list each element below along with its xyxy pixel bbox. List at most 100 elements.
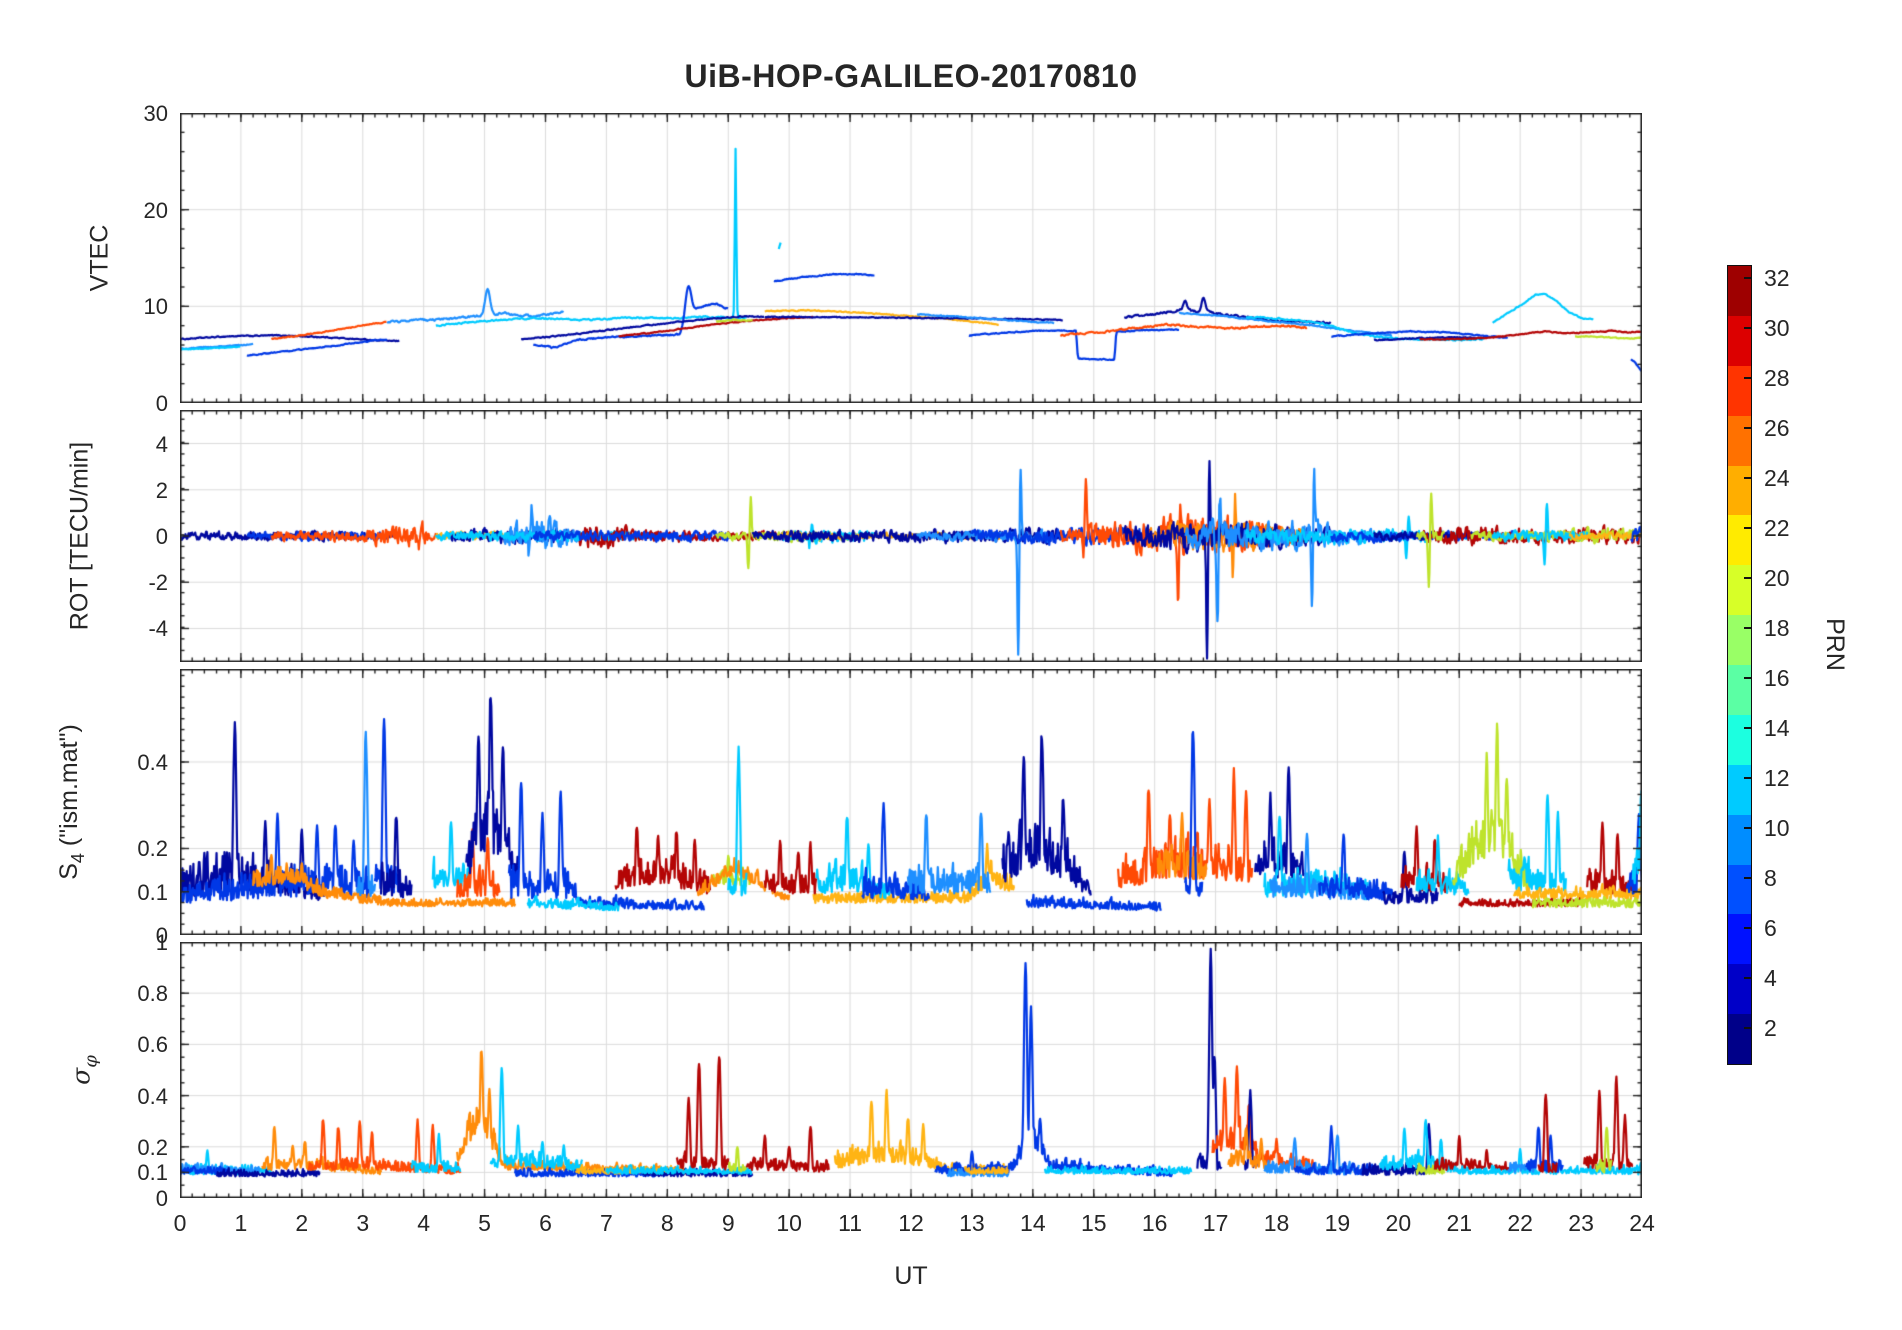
colorbar-tick-mark <box>1744 876 1751 879</box>
x-tick-label: 24 <box>1629 1210 1655 1236</box>
x-tick-label: 23 <box>1568 1210 1594 1236</box>
colorbar-tick-mark <box>1744 526 1751 529</box>
y-tick-label: 0 <box>155 524 168 549</box>
colorbar-tick-mark <box>1744 276 1751 279</box>
colorbar-tick-mark <box>1744 726 1751 729</box>
colorbar-tick-label: 28 <box>1764 364 1790 391</box>
vtec-plot-canvas <box>180 113 1642 403</box>
colorbar-segment <box>1728 714 1751 765</box>
x-tick-label: 1 <box>234 1210 248 1236</box>
colorbar-segment <box>1728 565 1751 616</box>
y-tick-label: 0.1 <box>137 1160 168 1186</box>
y-tick-label: 0 <box>155 1186 168 1211</box>
y-tick-label: 0 <box>155 923 168 948</box>
panel-rot <box>180 410 1642 662</box>
y-tick-label: 0.4 <box>137 1083 168 1109</box>
x-tick-label: 20 <box>1385 1210 1412 1236</box>
colorbar-segment <box>1728 1014 1751 1064</box>
y-tick-label: 0.2 <box>137 1134 168 1160</box>
x-tick-label: 3 <box>356 1210 370 1236</box>
colorbar-segment <box>1728 764 1751 815</box>
x-tick-label: 10 <box>776 1210 802 1236</box>
colorbar-segment <box>1728 814 1751 865</box>
colorbar-tick-label: 8 <box>1764 864 1777 891</box>
y-axis-label-text: φ <box>80 1055 102 1068</box>
y-axis-label-text: σ <box>66 1067 96 1085</box>
y-tick-label: -2 <box>148 570 168 596</box>
x-tick-label: 21 <box>1446 1210 1473 1236</box>
rot-y-axis-label: ROT [TECU/min] <box>66 442 95 630</box>
colorbar-tick-mark <box>1744 676 1751 679</box>
colorbar-tick-label: 18 <box>1764 614 1790 641</box>
y-tick-label: -4 <box>148 616 168 642</box>
y-axis-label-text: S <box>55 863 83 880</box>
vtec-y-axis-label: VTEC <box>86 225 115 292</box>
x-tick-label: 13 <box>959 1210 985 1236</box>
sigma-phi-plot-canvas <box>180 942 1642 1198</box>
colorbar-tick-label: 30 <box>1764 314 1790 341</box>
colorbar-tick-label: 6 <box>1764 914 1777 941</box>
colorbar-segment <box>1728 465 1751 516</box>
y-tick-label: 1 <box>155 930 168 955</box>
colorbar-tick-label: 10 <box>1764 814 1790 841</box>
colorbar-segment <box>1728 615 1751 665</box>
y-tick-label: 4 <box>155 431 168 457</box>
y-tick-label: 30 <box>143 101 168 126</box>
colorbar-tick-mark <box>1744 326 1751 329</box>
x-tick-label: 11 <box>838 1210 863 1236</box>
colorbar-tick-mark <box>1744 976 1751 979</box>
colorbar-tick-mark <box>1744 376 1751 379</box>
colorbar-tick-mark <box>1744 926 1751 929</box>
rot-plot-canvas <box>180 410 1642 662</box>
colorbar-segment <box>1728 964 1751 1015</box>
colorbar-tick-label: 26 <box>1764 414 1790 441</box>
x-tick-label: 4 <box>417 1210 431 1236</box>
y-tick-label: 0.4 <box>137 749 168 775</box>
y-tick-label: 0.6 <box>137 1032 168 1058</box>
y-tick-label: 20 <box>143 197 168 223</box>
colorbar-segment <box>1728 515 1751 566</box>
chart-title: UiB-HOP-GALILEO-20170810 <box>684 58 1138 94</box>
colorbar-tick-mark <box>1744 426 1751 429</box>
x-tick-label: 12 <box>898 1210 924 1236</box>
y-tick-label: 10 <box>143 294 168 320</box>
colorbar-segment <box>1728 365 1751 416</box>
colorbar-tick-mark <box>1744 476 1751 479</box>
colorbar-tick-mark <box>1744 826 1751 829</box>
x-tick-label: 17 <box>1202 1210 1229 1236</box>
colorbar-tick-mark <box>1744 576 1751 579</box>
y-tick-label: 0.2 <box>137 836 168 862</box>
x-tick-label: 18 <box>1263 1210 1290 1236</box>
colorbar-tick-mark <box>1744 626 1751 629</box>
panel-sigma <box>180 942 1642 1198</box>
x-tick-label: 9 <box>721 1210 735 1236</box>
colorbar-segment <box>1728 415 1751 466</box>
x-tick-label: 7 <box>600 1210 613 1236</box>
panel-s4 <box>180 669 1642 935</box>
colorbar-tick-label: 24 <box>1764 464 1790 491</box>
colorbar-segment <box>1728 914 1751 965</box>
colorbar-tick-mark <box>1744 1026 1751 1029</box>
y-tick-label: 0 <box>155 391 168 416</box>
colorbar-tick-label: 12 <box>1764 764 1790 791</box>
panel-vtec <box>180 113 1642 403</box>
colorbar-tick-label: 16 <box>1764 664 1790 691</box>
colorbar-tick-label: 4 <box>1764 964 1777 991</box>
s4-plot-canvas <box>180 669 1642 935</box>
colorbar-tick-label: 14 <box>1764 714 1790 741</box>
x-tick-label: 2 <box>295 1210 309 1236</box>
colorbar-tick-label: 22 <box>1764 514 1790 541</box>
x-tick-label: 15 <box>1080 1210 1107 1236</box>
x-tick-label: 22 <box>1507 1210 1533 1236</box>
y-tick-label: 0.8 <box>137 981 168 1007</box>
colorbar-segment <box>1728 864 1751 915</box>
x-tick-label: 8 <box>660 1210 674 1236</box>
colorbar-tick-label: 32 <box>1764 264 1790 291</box>
y-tick-label: 2 <box>155 477 168 503</box>
x-tick-label: 6 <box>539 1210 552 1236</box>
x-tick-label: 19 <box>1324 1210 1351 1236</box>
y-axis-label-text: ROT [TECU/min] <box>65 441 94 631</box>
x-tick-label: 0 <box>173 1210 187 1236</box>
colorbar-tick-mark <box>1744 776 1751 779</box>
